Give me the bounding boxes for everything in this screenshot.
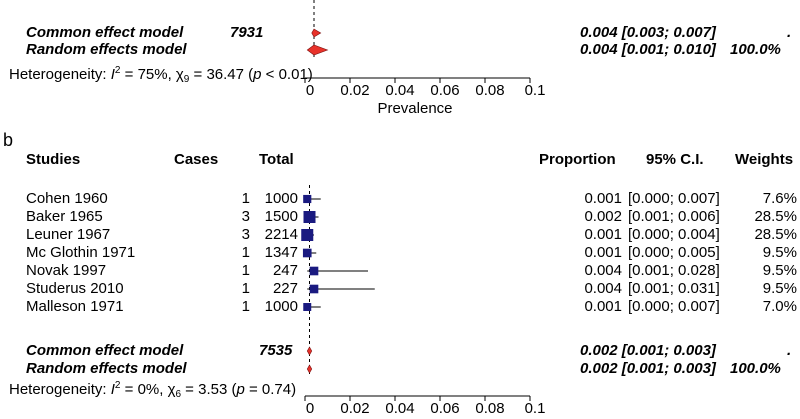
b-study-weight: 7.6% (762, 190, 797, 207)
b-header-proportion: Proportion (539, 151, 616, 168)
b-study-cases: 1 (241, 244, 250, 261)
b-tick-label-5: 0.1 (524, 400, 546, 417)
b-study-name: Mc Glothin 1971 (26, 244, 136, 261)
a-x-axis-title: Prevalence (377, 100, 453, 117)
a-random-effects-diamond (306, 44, 329, 56)
b-study-total: 2214 (264, 226, 298, 243)
b-random-effects-diamond (306, 364, 313, 374)
b-study-weight-square (309, 284, 319, 294)
b-study-name: Studerus 2010 (26, 280, 124, 297)
b-tick-label-3: 0.06 (430, 400, 460, 417)
b-study-weight-square (302, 248, 312, 258)
b-study-name: Cohen 1960 (26, 190, 108, 207)
panel-b-label: b (3, 130, 14, 150)
b-study-weight-square (303, 303, 312, 311)
b-study-weight: 9.5% (762, 262, 797, 279)
b-study-total: 1347 (264, 244, 298, 261)
a-common-effect-diamond (311, 28, 322, 38)
b-tick-label-2: 0.04 (385, 400, 415, 417)
b-study-ci: [0.001; 0.028] (628, 262, 720, 279)
a-common-weight: . (787, 24, 792, 41)
b-study-name: Baker 1965 (26, 208, 103, 225)
b-study-cases: 1 (241, 298, 250, 315)
b-study-total: 1000 (264, 298, 298, 315)
b-study-weight: 9.5% (762, 280, 797, 297)
b-study-proportion: 0.001 (584, 190, 622, 207)
b-study-ci: [0.000; 0.007] (628, 190, 720, 207)
b-study-proportion: 0.002 (584, 208, 622, 225)
a-tick-label-2: 0.04 (385, 82, 415, 99)
b-study-ci: [0.001; 0.031] (628, 280, 720, 297)
a-common-ci: 0.004 [0.003; 0.007] (580, 24, 716, 41)
b-study-weight: 28.5% (754, 208, 797, 225)
b-study-weight: 7.0% (762, 298, 797, 315)
a-common-label: Common effect model (26, 24, 184, 41)
b-study-weight-square (303, 194, 312, 204)
b-common-label: Common effect model (26, 342, 184, 359)
b-study-name: Malleson 1971 (26, 298, 124, 315)
a-tick-label-4: 0.08 (475, 82, 505, 99)
b-study-cases: 3 (241, 226, 250, 243)
b-common-effect-diamond (306, 346, 313, 356)
b-header-ci: 95% C.I. (646, 151, 704, 168)
a-heterogeneity: Heterogeneity: I2 = 75%, χ9 = 36.47 (p <… (9, 65, 313, 85)
b-tick-label-1: 0.02 (340, 400, 370, 417)
b-study-proportion: 0.001 (584, 226, 622, 243)
b-study-ci: [0.000; 0.005] (628, 244, 720, 261)
b-study-total: 1500 (264, 208, 298, 225)
a-random-ci: 0.004 [0.001; 0.010] (580, 41, 716, 58)
a-common-total: 7931 (230, 24, 264, 41)
a-random-weight: 100.0% (730, 41, 781, 58)
b-study-weight-square (303, 210, 316, 224)
b-common-ci: 0.002 [0.001; 0.003] (580, 342, 716, 359)
b-random-label: Random effects model (26, 360, 187, 377)
b-study-name: Novak 1997 (26, 262, 107, 279)
b-study-proportion: 0.004 (584, 262, 622, 279)
b-tick-label-0: 0 (305, 400, 315, 417)
a-tick-label-5: 0.1 (524, 82, 546, 99)
b-random-ci: 0.002 [0.001; 0.003] (580, 360, 716, 377)
b-random-weight: 100.0% (730, 360, 781, 377)
b-common-total: 7535 (259, 342, 293, 359)
b-study-cases: 1 (241, 262, 250, 279)
b-study-weight: 28.5% (754, 226, 797, 243)
b-header-weights: Weights (735, 151, 794, 168)
b-study-cases: 1 (241, 280, 250, 297)
b-header-cases: Cases (174, 151, 219, 168)
b-tick-label-4: 0.08 (475, 400, 505, 417)
a-tick-label-0: 0 (305, 82, 315, 99)
a-tick-label-1: 0.02 (340, 82, 370, 99)
b-common-weight: . (787, 342, 792, 359)
b-study-total: 227 (272, 280, 298, 297)
b-study-proportion: 0.001 (584, 244, 622, 261)
b-study-ci: [0.000; 0.007] (628, 298, 720, 315)
b-study-total: 247 (272, 262, 298, 279)
a-random-label: Random effects model (26, 41, 187, 58)
a-tick-label-3: 0.06 (430, 82, 460, 99)
b-study-cases: 3 (241, 208, 250, 225)
b-study-proportion: 0.004 (584, 280, 622, 297)
b-study-weight-square (301, 228, 314, 242)
b-header-studies: Studies (26, 151, 81, 168)
b-heterogeneity: Heterogeneity: I2 = 0%, χ6 = 3.53 (p = 0… (9, 380, 297, 400)
b-study-weight-square (309, 266, 319, 276)
b-study-weight: 9.5% (762, 244, 797, 261)
b-study-proportion: 0.001 (584, 298, 622, 315)
b-study-name: Leuner 1967 (26, 226, 111, 243)
b-study-ci: [0.000; 0.004] (628, 226, 720, 243)
b-study-ci: [0.001; 0.006] (628, 208, 720, 225)
b-study-total: 1000 (264, 190, 298, 207)
b-study-cases: 1 (241, 190, 250, 207)
b-header-total: Total (259, 151, 294, 168)
